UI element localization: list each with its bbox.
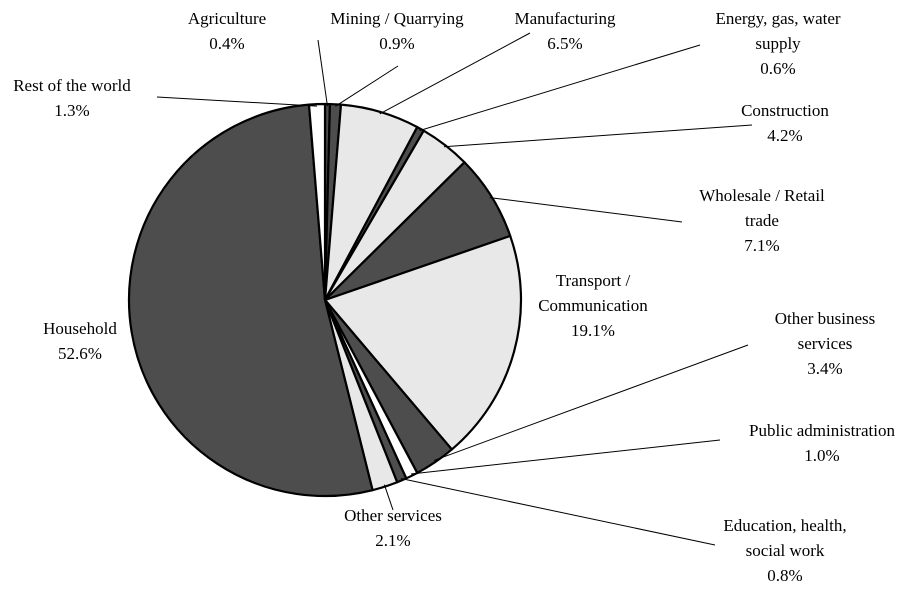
value-label: 0.8%: [767, 566, 803, 585]
slice-label: Wholesale / Retail trade 7.1%: [690, 183, 835, 258]
slice-label: Mining / Quarrying 0.9%: [312, 6, 482, 56]
leader-line: [489, 197, 683, 223]
leader-line: [433, 344, 749, 461]
category-label: Manufacturing: [514, 9, 616, 28]
leader-line: [379, 32, 531, 115]
slice-label: Household 52.6%: [30, 316, 130, 366]
category-label: Public administration: [749, 421, 895, 440]
pie-slice: [307, 102, 327, 302]
category-label: Energy, gas, water supply: [715, 9, 841, 53]
leader-line: [317, 39, 328, 107]
category-label: Other services: [344, 506, 442, 525]
value-label: 4.2%: [767, 126, 803, 145]
slice-label: Other business services 3.4%: [760, 306, 890, 381]
slice-label: Public administration 1.0%: [722, 418, 919, 468]
category-label: Rest of the world: [13, 76, 131, 95]
value-label: 19.1%: [571, 321, 615, 340]
leader-line: [419, 44, 701, 132]
leader-line: [443, 124, 753, 148]
category-label: Construction: [741, 101, 829, 120]
leader-line: [335, 65, 399, 107]
slice-label: Construction 4.2%: [725, 98, 845, 148]
category-label: Agriculture: [187, 9, 267, 28]
value-label: 1.3%: [54, 101, 90, 120]
slice-label: Transport / Communication 19.1%: [528, 268, 658, 343]
category-label: Education, health, social work: [723, 516, 847, 560]
category-label: Other business services: [774, 309, 876, 353]
category-label: Wholesale / Retail trade: [699, 186, 825, 230]
category-label: Mining / Quarrying: [330, 9, 464, 28]
pie-slice: [127, 103, 374, 498]
slice-label: Manufacturing 6.5%: [500, 6, 630, 56]
value-label: 1.0%: [804, 446, 840, 465]
slice-label: Rest of the world 1.3%: [0, 73, 152, 123]
category-label: Household: [43, 319, 117, 338]
leader-line: [383, 484, 394, 511]
leader-line: [400, 478, 716, 546]
pie-slice: [323, 234, 523, 451]
slice-label: Agriculture 0.4%: [167, 6, 287, 56]
value-label: 0.4%: [209, 34, 245, 53]
value-label: 6.5%: [547, 34, 583, 53]
slice-label: Energy, gas, water supply 0.6%: [703, 6, 853, 81]
value-label: 0.9%: [379, 34, 415, 53]
slice-label: Other services 2.1%: [318, 503, 468, 553]
category-label: Transport / Communication: [538, 271, 648, 315]
leader-line: [410, 439, 721, 475]
leader-line: [156, 96, 318, 107]
value-label: 7.1%: [744, 236, 780, 255]
slice-label: Education, health, social work 0.8%: [713, 513, 858, 588]
value-label: 0.6%: [760, 59, 796, 78]
value-label: 52.6%: [58, 344, 102, 363]
value-label: 2.1%: [375, 531, 411, 550]
value-label: 3.4%: [807, 359, 843, 378]
